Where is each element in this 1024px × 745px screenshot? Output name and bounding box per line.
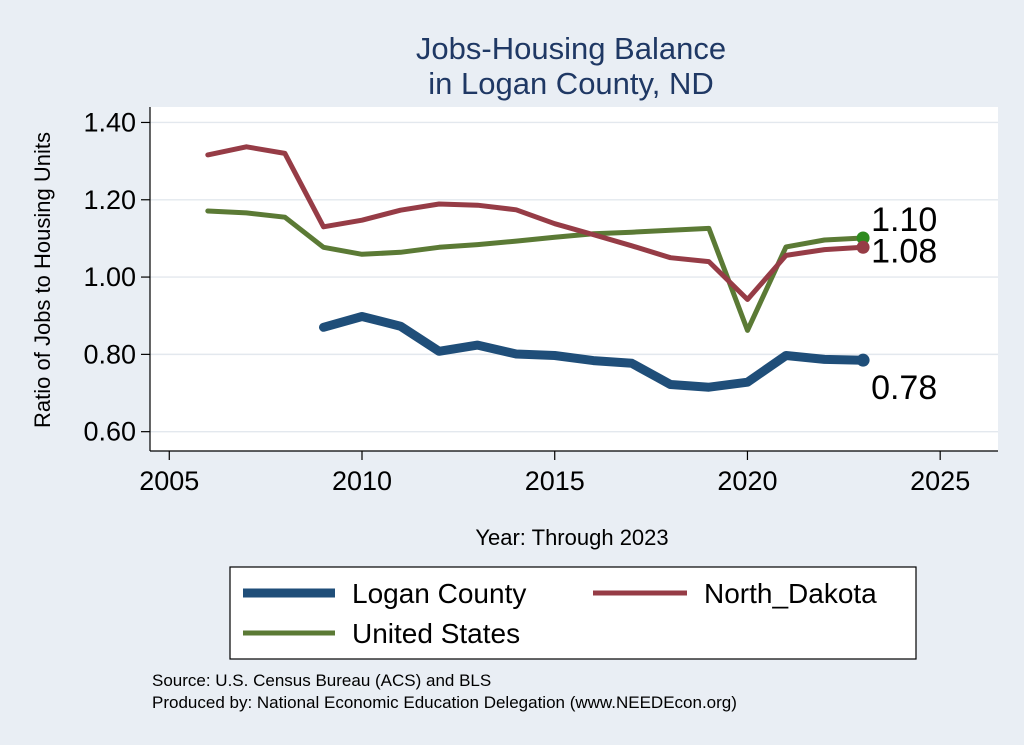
x-tick-label-1: 2010 — [332, 466, 392, 496]
axes — [149, 107, 998, 452]
series-line-united-states — [205, 208, 866, 333]
end-marker-united-states — [856, 231, 870, 245]
y-tick-label-4: 1.40 — [83, 107, 136, 137]
y-axis-title: Ratio of Jobs to Housing Units — [30, 132, 55, 428]
legend-box — [229, 566, 917, 660]
end-label-united-states: 1.10 — [871, 201, 937, 239]
series-line-logan-county — [319, 312, 868, 392]
end-marker-north-dakota — [856, 240, 870, 254]
y-tick-label-3: 1.20 — [83, 185, 136, 215]
x-axis-title: Year: Through 2023 — [475, 525, 668, 550]
y-tick-label-2: 1.00 — [83, 262, 136, 292]
y-tick-label-0: 0.60 — [83, 417, 136, 447]
legend: Logan County North_Dakota United States — [229, 566, 917, 660]
series-lines — [205, 144, 868, 392]
chart-title-line-1: Jobs-Housing Balance — [416, 31, 726, 66]
x-tick-label-4: 2025 — [910, 466, 970, 496]
end-label-north-dakota: 1.08 — [871, 232, 937, 270]
series-line-north-dakota — [205, 144, 866, 302]
end-label-logan-county: 0.78 — [871, 369, 937, 407]
legend-label-united-states: United States — [352, 618, 520, 649]
end-marker-logan-county — [856, 353, 870, 367]
legend-label-north-dakota: North_Dakota — [704, 578, 877, 609]
y-tick-label-1: 0.80 — [83, 339, 136, 369]
x-tick-label-0: 2005 — [139, 466, 199, 496]
x-tick-label-3: 2020 — [717, 466, 777, 496]
end-markers — [856, 231, 870, 367]
producer-note: Produced by: National Economic Education… — [152, 693, 737, 712]
source-note: Source: U.S. Census Bureau (ACS) and BLS — [152, 671, 491, 690]
ticks: 0.60 0.80 1.00 1.20 1.40 2005 2010 2015 2020 2025 — [83, 107, 970, 496]
legend-label-logan-county: Logan County — [352, 578, 526, 609]
end-labels: 1.101.08 0.78 — [871, 201, 937, 407]
x-tick-label-2: 2015 — [525, 466, 585, 496]
chart-title-line-2: in Logan County, ND — [428, 66, 713, 101]
